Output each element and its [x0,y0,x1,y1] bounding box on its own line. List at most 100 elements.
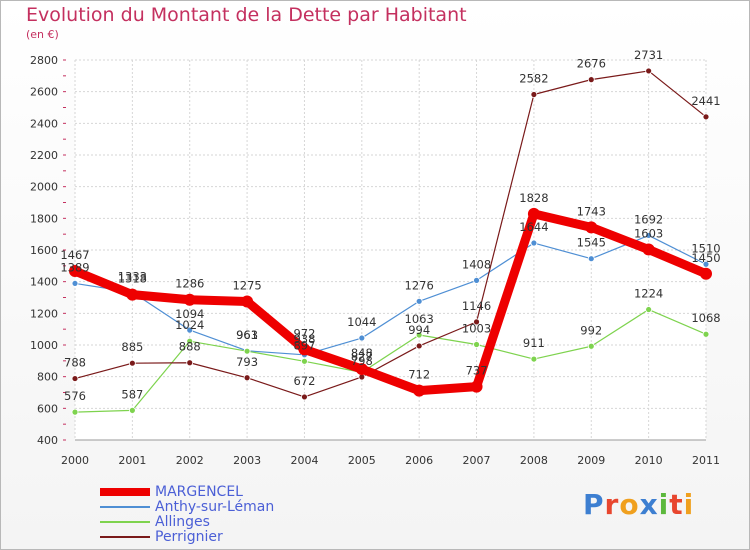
data-point [69,265,81,278]
x-tick-label: 2000 [61,454,89,467]
x-tick-label: 2010 [635,454,663,467]
data-label: 963 [236,328,258,342]
x-tick-label: 2008 [520,454,548,467]
y-tick-label: 1000 [30,339,58,352]
x-tick-label: 2002 [176,454,204,467]
data-point [241,295,254,308]
x-tick-label: 2005 [348,454,376,467]
data-label: 793 [236,355,258,369]
data-point [645,67,653,75]
data-point [186,359,194,367]
data-label: 2582 [519,72,548,86]
data-point [473,276,480,284]
y-tick-label: 600 [37,402,58,415]
data-label: 1603 [634,227,663,241]
data-point [243,347,251,355]
data-label: 1318 [118,272,147,286]
data-point [183,293,196,306]
legend-label-margencel: MARGENCEL [155,484,243,500]
data-label: 885 [121,340,143,354]
data-point [71,375,79,382]
legend-swatch-allinges [100,521,150,523]
data-label: 788 [64,356,86,370]
legend-label-anthy: Anthy-sur-Léman [155,499,275,515]
data-point [128,359,136,367]
data-label: 587 [121,387,143,401]
data-label: 1545 [577,236,606,250]
data-point [473,341,480,348]
data-label: 1286 [175,277,204,291]
data-label: 1644 [519,220,548,234]
chart-title: Evolution du Montant de la Dette par Hab… [26,4,467,26]
data-point [243,374,251,382]
data-label: 737 [466,364,488,378]
data-point [186,326,194,334]
data-label: 1510 [691,241,720,255]
data-label: 961 [236,328,258,342]
data-label: 2676 [577,57,606,71]
data-label: 1276 [405,278,434,292]
data-point [355,363,368,376]
logo-letter: t [669,488,684,521]
proxiti-logo: Proxiti [583,488,694,521]
data-point [702,260,710,268]
data-point [527,207,540,220]
data-point [702,113,710,121]
y-tick-label: 2600 [30,86,58,99]
x-tick-label: 2007 [463,454,491,467]
data-point [585,221,598,234]
data-point [473,318,480,326]
data-point [645,306,653,313]
data-point [587,342,595,350]
series-line-3 [74,70,707,398]
x-tick-label: 2003 [233,454,261,467]
data-point [530,239,538,247]
y-tick-label: 2400 [30,117,58,130]
data-label: 1024 [175,318,204,332]
logo-letter: x [639,488,659,521]
data-label: 1003 [462,322,491,336]
series-line-0 [70,209,711,396]
data-point [645,232,653,239]
x-tick-label: 2009 [577,454,605,467]
data-label: 1275 [232,278,261,292]
logo-letter: o [619,488,640,521]
data-point [530,355,538,363]
data-label: 992 [580,323,602,337]
data-point [298,343,311,356]
y-tick-label: 1800 [30,212,58,225]
data-label: 1333 [118,269,147,283]
data-point [642,243,655,256]
data-label: 911 [523,336,545,350]
data-point [530,91,538,98]
data-point [413,384,426,397]
y-tick-label: 2200 [30,149,58,162]
data-label: 1068 [691,311,720,325]
data-label: 1408 [462,257,491,271]
data-label: 672 [293,374,315,388]
x-tick-label: 2001 [118,454,146,467]
data-point [415,342,423,350]
y-tick-label: 2000 [30,181,58,194]
data-label: 1094 [175,307,204,321]
data-point [71,280,79,287]
x-tick-label: 2004 [290,454,318,467]
data-label: 712 [408,368,430,382]
data-label: 848 [351,346,373,360]
series-line-1 [74,234,707,356]
data-label: 994 [408,323,430,337]
data-label: 1743 [577,204,606,218]
x-tick-label: 2011 [692,454,720,467]
y-tick-label: 1400 [30,276,58,289]
logo-letter: P [583,488,605,521]
data-label: 1467 [60,248,89,262]
legend-swatch-margencel [100,488,150,496]
logo-letter: i [683,488,695,521]
legend-swatch-perrignier [100,536,150,538]
data-point [128,406,136,414]
data-label: 2441 [691,94,720,108]
y-tick-label: 800 [37,371,58,384]
data-label: 1063 [405,312,434,326]
logo-letter: i [658,488,670,521]
legend-label-perrignier: Perrignier [155,529,223,545]
